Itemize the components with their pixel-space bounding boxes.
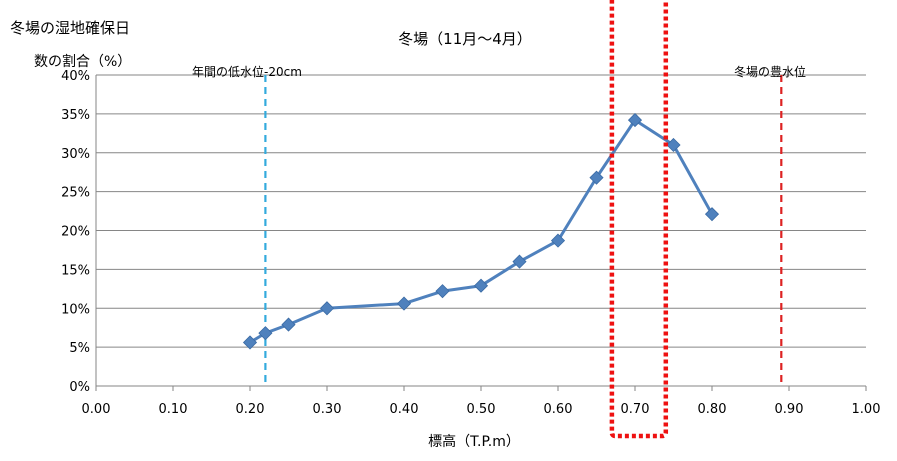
x-tick-label: 0.00: [82, 402, 111, 417]
x-tick-label: 0.50: [467, 402, 496, 417]
series-line: [249, 118, 714, 344]
x-tick-label: 0.60: [544, 402, 573, 417]
x-tick-label: 0.90: [775, 402, 804, 417]
chart-title: 冬場（11月～4月）: [398, 30, 532, 48]
data-point-marker: [396, 296, 412, 311]
reference-label-winter-high-water: 冬場の豊水位: [734, 64, 806, 79]
x-tick-label: 0.80: [698, 402, 727, 417]
data-point-marker: [550, 233, 566, 248]
data-point-marker: [258, 326, 273, 341]
highlight-layer: [609, 0, 669, 439]
highlight-box: [609, 0, 669, 439]
gridlines: [96, 74, 866, 348]
x-tick-label: 0.70: [621, 402, 650, 417]
y-tick-label: 20%: [61, 225, 90, 240]
y-tick-label: 15%: [61, 263, 90, 278]
y-tick-label: 5%: [69, 341, 90, 356]
x-tick-label: 0.10: [159, 402, 188, 417]
data-point-marker: [242, 335, 258, 350]
x-tick-label: 1.00: [852, 402, 881, 417]
data-point-marker: [319, 301, 335, 316]
axes: [95, 75, 867, 391]
data-point-marker: [627, 113, 643, 128]
x-tick-label: 0.30: [313, 402, 342, 417]
series: [242, 113, 720, 350]
y-axis-label-line1: 冬場の湿地確保日: [10, 19, 130, 37]
data-point-marker: [473, 278, 489, 293]
x-tick-label: 0.40: [390, 402, 419, 417]
data-point-marker: [435, 284, 450, 299]
data-point-marker: [704, 207, 720, 222]
data-point-marker: [666, 137, 681, 153]
data-point-marker: [589, 170, 604, 185]
data-point-marker: [512, 254, 527, 269]
x-axis-label: 標高（T.P.m）: [428, 433, 520, 450]
reference-lines: [264, 75, 783, 386]
y-tick-label: 25%: [61, 186, 90, 201]
y-tick-label: 35%: [61, 108, 90, 123]
x-tick-label: 0.20: [236, 402, 265, 417]
y-tick-labels: 0% 5% 10% 15% 20% 25% 30% 35% 40%: [61, 69, 90, 395]
y-tick-label: 40%: [61, 69, 90, 84]
y-tick-label: 10%: [61, 302, 90, 317]
data-point-marker: [281, 317, 296, 332]
reference-label-low-water: 年間の低水位-20cm: [192, 64, 302, 79]
y-tick-label: 0%: [69, 380, 90, 395]
y-axis-label-line2: 数の割合（%）: [34, 53, 131, 70]
x-tick-labels: 0.00 0.10 0.20 0.30 0.40 0.50 0.60 0.70 0.80 0.90…: [82, 402, 881, 417]
y-tick-label: 30%: [61, 147, 90, 162]
